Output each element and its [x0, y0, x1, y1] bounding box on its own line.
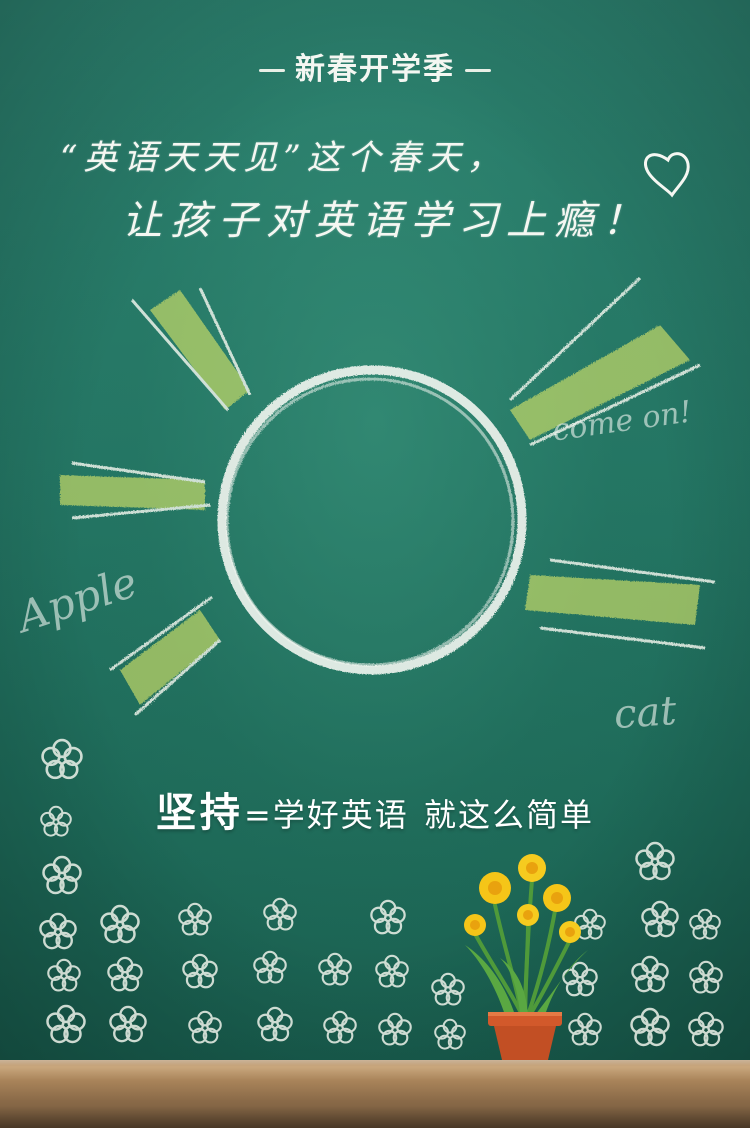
slogan: 坚持=学好英语 就这么简单 [0, 780, 750, 838]
daffodil-pot-icon [464, 854, 588, 1060]
slogan-rest: =学好英语 [243, 796, 409, 834]
daffodil-flowers [464, 854, 581, 943]
headline-line-2: 让孩子对英语学习上瘾！ [122, 198, 650, 244]
chalk-ledge [0, 1060, 750, 1128]
chalkboard [0, 0, 750, 1060]
page-title: 新春开学季 [0, 44, 750, 88]
sun-icon [60, 152, 716, 717]
flower-doodles [39, 738, 724, 1060]
heart-icon [644, 152, 690, 198]
slogan-tail: 就这么简单 [424, 796, 595, 834]
slogan-emphasis: 坚持 [155, 790, 244, 836]
flower-doodle-icon [39, 738, 724, 1050]
headline-line-1: “英语天天见”这个春天， [60, 138, 507, 178]
